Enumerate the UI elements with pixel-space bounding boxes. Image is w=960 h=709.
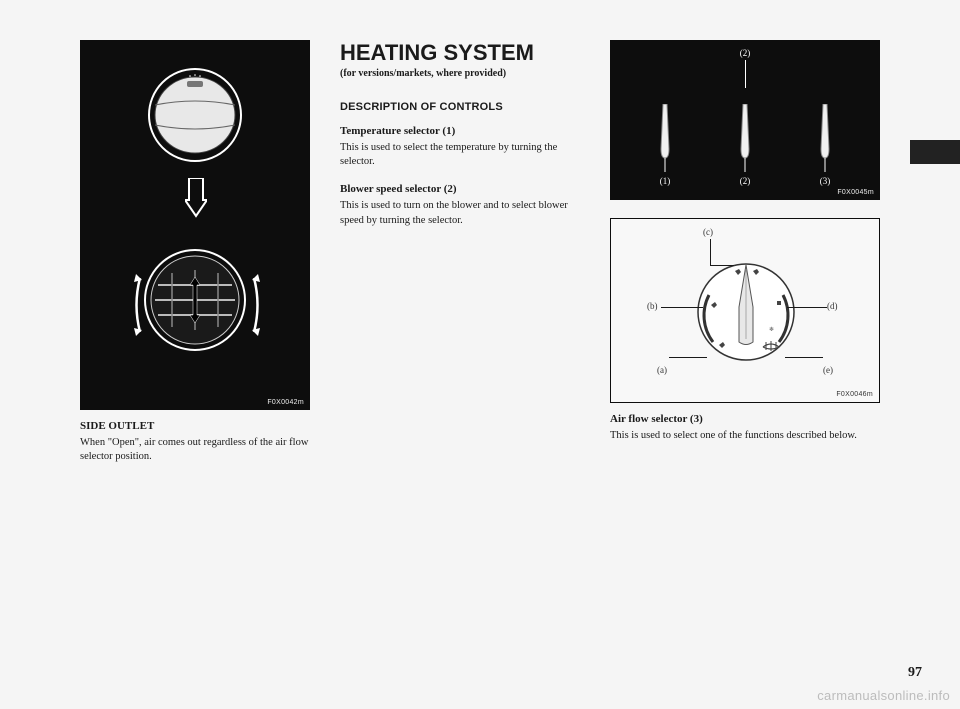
svg-text:❄: ❄ <box>769 326 774 333</box>
heating-subnote: (for versions/markets, where provided) <box>340 68 580 79</box>
page-number: 97 <box>908 665 922 681</box>
watermark: carmanualsonline.info <box>817 688 950 703</box>
lever-2-icon <box>738 104 752 172</box>
dial-label-a: (a) <box>657 365 667 375</box>
figure-id: F0X0045m <box>837 189 874 196</box>
dial-label-b: (b) <box>647 301 658 311</box>
dial-illustration: ❄ <box>691 247 801 367</box>
airflow-body: This is used to select one of the functi… <box>610 429 880 443</box>
column-left: F0X0042m SIDE OUTLET When "Open", air co… <box>80 40 310 620</box>
vent-closed-illustration <box>145 65 245 165</box>
lever-label-3: (3) <box>815 176 835 186</box>
blower-selector-body: This is used to turn on the blower and t… <box>340 199 580 227</box>
figure-id: F0X0042m <box>267 399 304 406</box>
temp-selector-heading: Temperature selector (1) <box>340 125 580 137</box>
curve-arrow-left-icon <box>130 270 144 345</box>
column-right: (2) (1) (2 <box>610 40 880 620</box>
blower-selector-heading: Blower speed selector (2) <box>340 183 580 195</box>
figure-id: F0X0046m <box>836 391 873 398</box>
dial-label-e: (e) <box>823 365 833 375</box>
lever-label-1: (1) <box>655 176 675 186</box>
side-tab <box>910 140 960 164</box>
arrow-down-icon <box>185 178 207 223</box>
figure-side-outlet: F0X0042m <box>80 40 310 410</box>
page-content: F0X0042m SIDE OUTLET When "Open", air co… <box>80 40 880 620</box>
side-outlet-heading: SIDE OUTLET <box>80 420 310 432</box>
figure-airflow-dial: ❄ (a) (b) (c) (d) (e) F0X0046m <box>610 218 880 403</box>
airflow-heading: Air flow selector (3) <box>610 413 880 425</box>
dial-label-c: (c) <box>703 227 713 237</box>
heating-title: HEATING SYSTEM <box>340 40 580 66</box>
lever-indicator-line <box>745 60 746 88</box>
side-outlet-body: When "Open", air comes out regardless of… <box>80 436 310 464</box>
lever-1-icon <box>658 104 672 172</box>
curve-arrow-right-icon <box>250 270 264 345</box>
vent-open-illustration <box>140 245 250 355</box>
column-middle: HEATING SYSTEM (for versions/markets, wh… <box>340 40 580 620</box>
lever-3-icon <box>818 104 832 172</box>
dial-label-d: (d) <box>827 301 838 311</box>
figure-levers: (2) (1) (2 <box>610 40 880 200</box>
lever-top-label: (2) <box>735 48 755 58</box>
description-heading: DESCRIPTION OF CONTROLS <box>340 101 580 113</box>
temp-selector-body: This is used to select the temperature b… <box>340 141 580 169</box>
lever-label-2: (2) <box>735 176 755 186</box>
